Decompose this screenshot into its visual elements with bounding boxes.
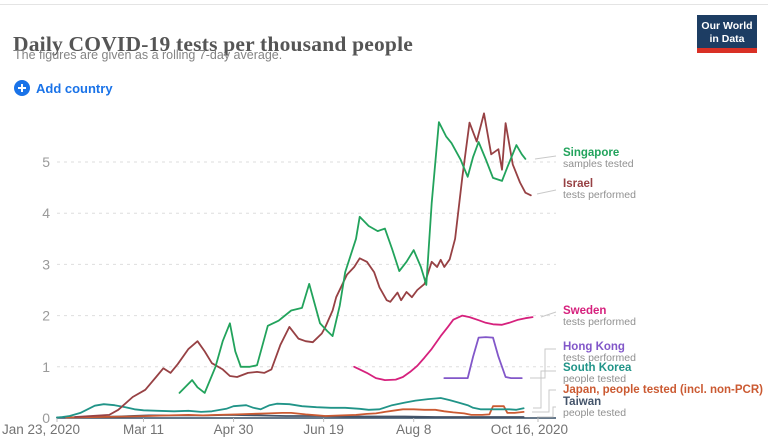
add-country-button[interactable]: Add country: [14, 78, 117, 98]
legend-connector: [537, 406, 556, 418]
legend-series-sublabel: people tested: [563, 373, 627, 385]
legend-series-sublabel: tests performed: [563, 316, 636, 328]
legend-series-sublabel: tests performed: [563, 189, 636, 201]
page-title: Daily COVID-19 tests per thousand people: [13, 32, 414, 57]
legend-series-sublabel: people tested: [563, 407, 627, 419]
owid-logo-red-bar: [697, 48, 757, 53]
plus-icon: [14, 80, 30, 96]
y-tick-label: 2: [42, 308, 50, 324]
top-divider: [0, 4, 768, 5]
legend-series-name[interactable]: Hong Kong: [563, 341, 625, 353]
legend-series-name[interactable]: Japan, people tested (incl. non-PCR): [563, 384, 763, 396]
x-tick-label: Apr 30: [214, 422, 254, 437]
legend-item-japan-people-tested-incl-non-pcr[interactable]: Japan, people tested (incl. non-PCR): [563, 384, 763, 396]
x-tick-label: Jun 19: [303, 422, 344, 437]
add-country-label: Add country: [36, 80, 113, 96]
y-tick-label: 4: [42, 205, 50, 221]
legend-series-name[interactable]: Singapore: [563, 147, 620, 159]
y-tick-label: 1: [42, 359, 50, 375]
legend-item-hong-kong[interactable]: Hong Kong tests performed: [563, 341, 636, 365]
chart-subtitle: The figures are given as a rolling 7-day…: [14, 48, 283, 62]
y-tick-label: 5: [42, 154, 50, 170]
x-tick-label: Aug 8: [396, 422, 431, 437]
x-tick-label: Oct 16, 2020: [491, 422, 568, 437]
legend-item-south-korea[interactable]: South Korea people tested: [563, 362, 631, 386]
legend-series-name[interactable]: Sweden: [563, 305, 607, 317]
series-line-japan-people-tested-incl-non-pcr[interactable]: [65, 405, 525, 419]
legend-connector: [534, 155, 557, 160]
y-tick-label: 3: [42, 256, 50, 272]
x-tick-label: Jan 23, 2020: [2, 422, 80, 437]
series-line-sweden[interactable]: [353, 314, 534, 382]
legend-item-israel[interactable]: Israel tests performed: [563, 178, 636, 202]
series-line-israel[interactable]: [74, 112, 532, 418]
legend-connector: [540, 311, 557, 318]
y-tick-label: 0: [42, 410, 50, 426]
legend-item-sweden[interactable]: Sweden tests performed: [563, 305, 636, 329]
series-line-singapore[interactable]: [178, 121, 527, 394]
series-line-hong-kong[interactable]: [443, 336, 523, 380]
x-tick-label: Mar 11: [123, 422, 164, 437]
owid-logo[interactable]: Our World in Data: [697, 15, 757, 53]
owid-logo-line1: Our World: [701, 20, 753, 32]
legend-connector: [530, 348, 556, 379]
legend-item-singapore[interactable]: Singapore samples tested: [563, 147, 634, 171]
legend-series-name[interactable]: Israel: [563, 178, 594, 190]
legend-connector: [536, 189, 557, 195]
legend-item-taiwan[interactable]: Taiwan people tested: [563, 396, 626, 420]
legend-series-sublabel: samples tested: [563, 158, 634, 170]
legend-connector: [532, 389, 556, 413]
legend-series-sublabel: tests performed: [563, 352, 636, 364]
legend-series-name[interactable]: Taiwan: [563, 396, 602, 408]
legend-series-name[interactable]: South Korea: [563, 362, 632, 374]
owid-logo-line2: in Data: [709, 33, 745, 45]
legend-connector: [533, 370, 556, 409]
